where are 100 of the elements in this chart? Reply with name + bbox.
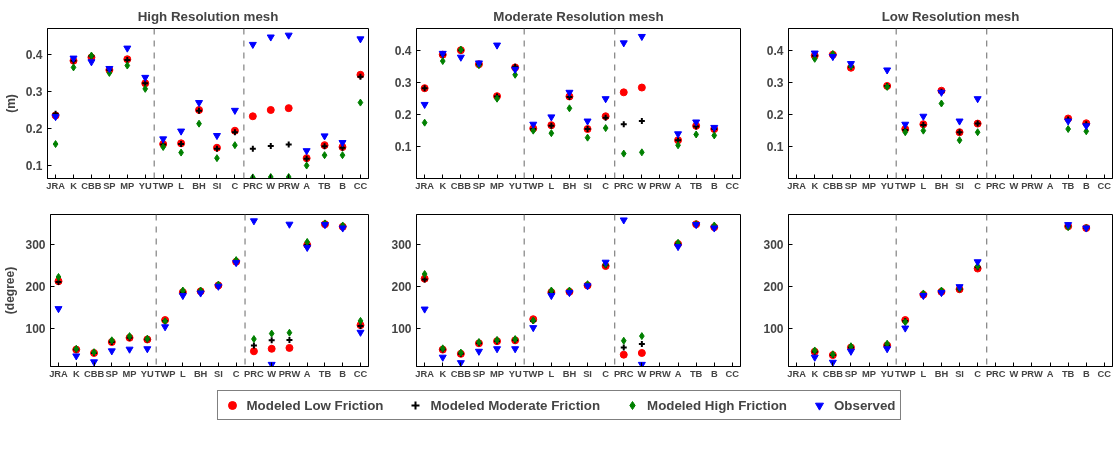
x-tick-label: SI [955,180,964,191]
legend-label: Modeled Low Friction [246,397,384,413]
x-tick-label: PRW [649,180,671,191]
y-tick-label: 0.4 [25,47,43,62]
y-tick-label: 100 [25,322,46,336]
x-tick-label: SP [472,368,486,379]
x-tick-label: YU [880,180,894,191]
y-tick-label: 200 [391,279,412,294]
x-tick-label: CBB [450,180,472,191]
x-tick-label: K [811,368,819,379]
y-tick-label: 0.2 [25,122,43,136]
x-tick-label: JRA [787,368,807,379]
x-tick-label: SI [583,180,592,191]
x-tick-label: BH [562,368,577,379]
x-tick-label: PRC [244,368,265,379]
x-tick-label: SI [213,368,223,379]
x-tick-label: A [674,180,682,191]
x-tick-label: JRA [415,368,435,379]
x-tick-label: A [1046,180,1054,191]
x-tick-label: BH [562,180,577,191]
x-tick-label: YU [880,368,894,379]
x-tick-label: YU [138,180,152,191]
x-tick-label: CBB [822,180,844,191]
x-tick-label: MP [862,180,877,191]
x-tick-label: PRW [277,180,300,191]
x-tick-label: B [710,180,718,191]
x-tick-label: CC [725,180,740,191]
x-tick-label: PRC [985,180,1006,191]
x-tick-label: A [303,180,311,191]
y-tick-label: 0.3 [766,76,784,91]
x-tick-label: SI [212,180,222,191]
y-tick-label: 0.1 [25,159,43,174]
x-tick-label: A [1046,368,1054,379]
x-tick-label: YU [508,368,522,379]
x-tick-label: W [1009,180,1019,191]
x-tick-label: MP [490,180,505,191]
x-tick-label: CBB [822,368,844,379]
x-tick-label: B [339,368,347,379]
x-tick-label: MP [122,368,137,379]
x-tick-label: TB [1061,368,1075,379]
x-tick-label: PRC [613,180,634,191]
x-tick-label: PRW [649,368,671,379]
x-tick-label: SI [583,368,592,379]
x-tick-label: YU [140,368,155,379]
x-tick-label: BH [934,180,949,191]
x-tick-label: MP [120,180,135,191]
x-tick-label: SI [955,368,964,379]
x-tick-label: C [602,180,610,191]
x-tick-label: CC [353,368,368,379]
x-tick-label: B [1082,368,1090,379]
chart-title: Moderate Resolution mesh [493,8,664,24]
x-tick-label: K [439,368,447,379]
x-tick-label: W [1009,368,1019,379]
x-tick-label: W [266,180,276,191]
x-tick-label: C [231,180,239,191]
y-tick-label: 0.3 [394,76,412,91]
chart-title: High Resolution mesh [137,8,279,24]
x-tick-label: B [1082,180,1090,191]
x-tick-label: TB [318,368,332,379]
x-tick-label: K [439,180,447,191]
y-axis-title: (degree) [3,266,18,315]
x-tick-label: MP [490,368,505,379]
x-tick-label: CBB [450,368,472,379]
y-tick-label: 200 [763,279,784,294]
x-tick-label: C [974,180,982,191]
x-tick-label: PRC [985,368,1006,379]
y-axis-title: (m) [3,94,18,113]
y-tick-label: 0.1 [394,140,412,155]
y-tick-label: 0.4 [766,44,784,59]
y-tick-label: 100 [391,322,412,336]
y-tick-label: 300 [391,237,412,252]
y-tick-label: 300 [763,237,784,252]
x-tick-label: TB [689,368,703,379]
y-tick-label: 0.1 [766,140,784,155]
x-tick-label: TWP [894,180,916,191]
x-tick-label: PRW [1021,180,1043,191]
x-tick-label: TB [318,180,332,191]
x-tick-label: CC [353,180,368,191]
legend-label: Modeled Moderate Friction [430,397,601,413]
x-tick-label: B [339,180,347,191]
x-tick-label: YU [508,180,522,191]
x-tick-label: MP [862,368,877,379]
x-tick-label: C [974,368,982,379]
x-tick-label: PRW [1021,368,1043,379]
y-tick-label: 200 [25,279,46,294]
x-tick-label: CC [725,368,740,379]
x-tick-label: C [232,368,240,379]
x-tick-label: L [548,368,555,379]
x-tick-label: TWP [522,368,544,379]
x-tick-label: SP [844,180,858,191]
y-tick-label: 0.2 [394,108,412,123]
x-tick-label: W [267,368,277,379]
x-tick-label: BH [192,180,207,191]
legend-label: Modeled High Friction [647,397,788,413]
x-tick-label: JRA [415,180,435,191]
x-tick-label: SP [472,180,486,191]
x-tick-label: CBB [81,180,102,191]
x-tick-label: W [637,368,647,379]
x-tick-label: TWP [152,180,174,191]
x-tick-label: L [548,180,555,191]
